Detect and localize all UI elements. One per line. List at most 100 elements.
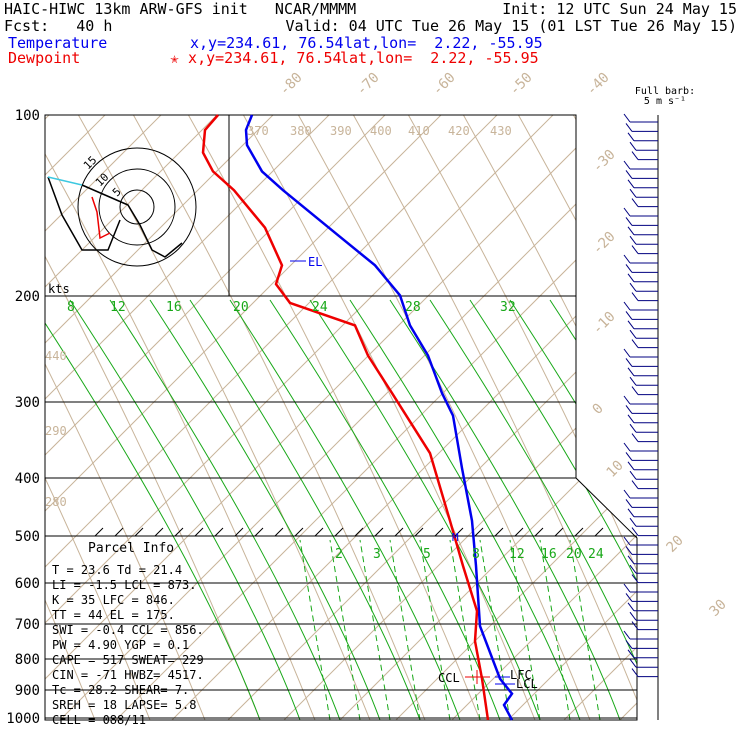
wind-barb-flag [625, 499, 633, 508]
wind-barb-flag [627, 320, 635, 330]
wind-barb-flag [625, 405, 633, 414]
theta-label: 410 [408, 124, 430, 138]
moist-adiabat-line [69, 299, 301, 720]
moist-adiabat-line [229, 299, 461, 720]
temperature-coords: x,y=234.61, 76.54 [190, 34, 344, 52]
dry-adiabat-line [564, 115, 637, 720]
wind-barb-flag [629, 658, 637, 668]
isobar-tick [314, 527, 324, 537]
dry-adiabat-line [45, 115, 151, 720]
chart-border [44, 114, 638, 721]
isotherm-label: 0 [590, 401, 607, 418]
isotherm-line [563, 115, 637, 720]
hodograph-trace-top [47, 176, 83, 186]
isotherm-line [0, 100, 8, 720]
pressure-label-400: 400 [15, 471, 40, 487]
init-time: Init: 12 UTC Sun 24 May 15 [502, 0, 737, 18]
isotherm-label: -70 [354, 70, 383, 99]
mixing-label-upper: 32 [500, 300, 516, 315]
wind-barb-flag [629, 423, 637, 433]
parcel-info-row: Tc = 28.2 SHEAR= 7. [52, 683, 189, 697]
wind-barb-flag [625, 452, 633, 461]
wind-barb-flag [629, 376, 637, 386]
wind-barb-flag [627, 461, 635, 471]
moist-adiabat-line [349, 299, 581, 720]
parcel-info-row: SREH = 18 LAPSE= 5.8 [52, 698, 197, 712]
dry-adiabat-line [45, 115, 206, 720]
isotherm-line [451, 115, 637, 720]
moist-adiabat-line [149, 299, 381, 720]
mixing-ratio-line [359, 539, 391, 720]
mixing-ratio-line [419, 539, 451, 720]
isobar-tick [494, 527, 504, 537]
isobar-tick [174, 527, 184, 537]
wind-barb-flag [623, 207, 631, 217]
isotherm-line [45, 115, 569, 720]
isobar-tick [434, 527, 444, 537]
dry-adiabat-line [124, 115, 426, 720]
wind-barb-flag [629, 329, 637, 339]
isotherm-line [339, 115, 637, 720]
isobar-tick [94, 527, 104, 537]
wind-barb-flag [623, 301, 631, 311]
pressure-label-300: 300 [15, 395, 40, 411]
theta-label: 440 [45, 349, 67, 363]
dry-adiabat-line [45, 115, 261, 720]
isotherm-label: 20 [664, 533, 687, 556]
hodograph-ring [77, 147, 197, 267]
isotherm-line [732, 100, 740, 720]
mixing-ratio-line [569, 539, 601, 720]
isobar-tick [334, 527, 344, 537]
wind-barb-flag [627, 555, 635, 565]
wind-barb-flag [629, 611, 637, 621]
isobar-lines [45, 114, 637, 719]
moist-adiabat-line [309, 299, 541, 720]
wind-barb-flag [631, 292, 639, 301]
moist-adiabat-line [109, 299, 341, 720]
mixing-label-upper: 20 [233, 300, 249, 315]
moist-adiabat-line [45, 299, 261, 720]
pressure-label-700: 700 [15, 617, 40, 633]
wind-barb-flag [629, 235, 637, 245]
parcel-info-row: K = 35 LFC = 846. [52, 593, 175, 607]
wind-barb-flag [623, 442, 631, 452]
wind-barb-flag [625, 217, 633, 226]
sounding-series [201, 114, 514, 721]
moist-adiabat-line [429, 299, 637, 720]
moist-adiabat-line [509, 299, 637, 720]
parcel-info-table: T = 23.6 Td = 21.4LI = -1.5 LCL = 873.K … [52, 563, 204, 727]
wind-barb-flag [627, 508, 635, 518]
el-label: EL [308, 255, 322, 269]
wind-barb-flag [625, 593, 633, 602]
isobar-tick [554, 527, 564, 537]
theta-label: 420 [448, 124, 470, 138]
wind-barb-flag [627, 226, 635, 236]
isobar-tick [394, 527, 404, 537]
parcel-info-title: Parcel Info [88, 541, 174, 556]
wind-barb-flag [623, 254, 631, 264]
lfc-label: LFC [510, 668, 532, 682]
isobar-tick [194, 527, 204, 537]
wind-barb-flag [631, 621, 639, 630]
isotherm-line [676, 100, 740, 720]
temperature-latlon: lat,lon= 2.22, -55.95 [344, 34, 543, 52]
barb-legend-line1: Full barb: [635, 86, 695, 97]
isobar-tick [514, 527, 524, 537]
dry-adiabat-line [45, 115, 316, 720]
legend-temperature: Temperature [8, 34, 107, 52]
forecast-hour: Fcst: 40 h [4, 17, 112, 35]
dewpoint-latlon: lat,lon= 2.22, -55.95 [340, 49, 539, 67]
pressure-label-600: 600 [15, 576, 40, 592]
mixing-label-lower: 5 [423, 547, 431, 562]
valid-time: Valid: 04 UTC Tue 26 May 15 (01 LST Tue … [285, 17, 737, 35]
wind-barb-flag [625, 170, 633, 179]
isobar-tick [214, 527, 224, 537]
dry-adiabat-line [179, 115, 481, 720]
wind-barb-flag [625, 123, 633, 132]
legend-dewpoint: Dewpoint [8, 49, 80, 67]
wind-barb-flag [629, 470, 637, 480]
wind-barb-flag [627, 367, 635, 377]
isotherm-line [45, 115, 289, 720]
isobar-tick [234, 527, 244, 537]
isobar-tick [534, 527, 544, 537]
